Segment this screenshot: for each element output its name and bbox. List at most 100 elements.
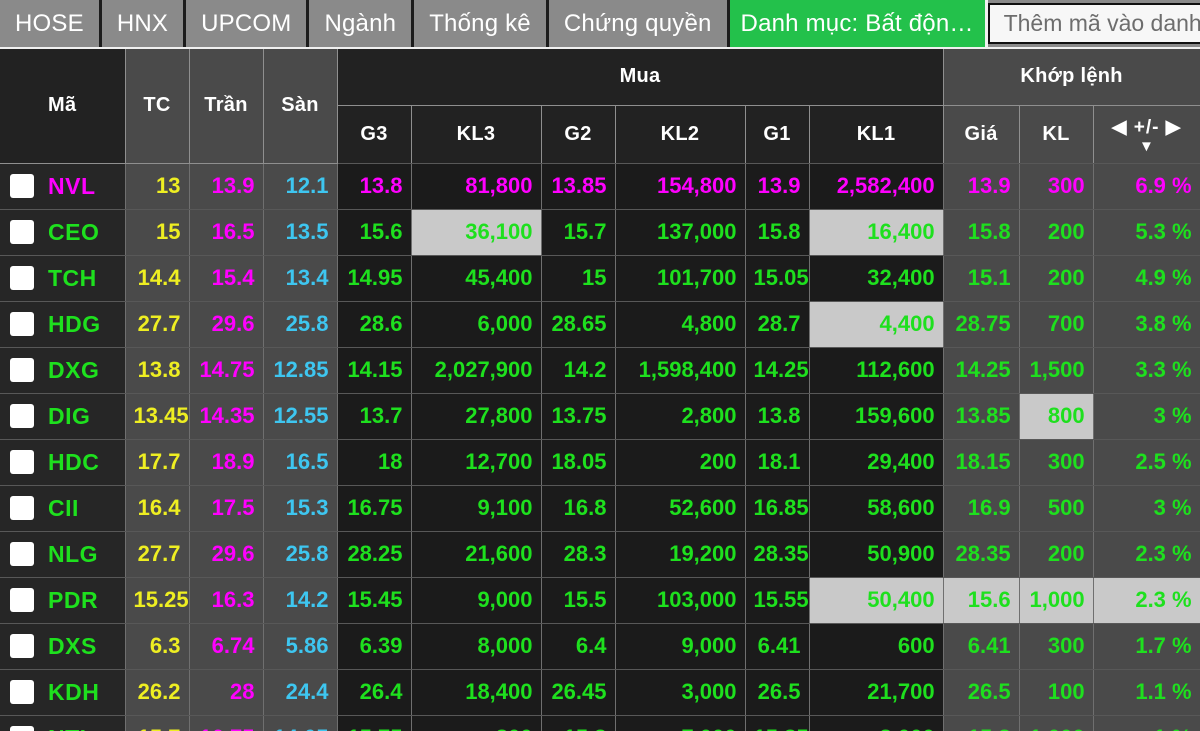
cell-kl3[interactable]: 800: [411, 715, 542, 731]
cell-san[interactable]: 25.8: [263, 301, 338, 348]
cell-kl3[interactable]: 9,000: [411, 577, 542, 624]
cell-san[interactable]: 13.4: [263, 255, 338, 302]
cell-g3[interactable]: 14.95: [337, 255, 412, 302]
cell-kl3[interactable]: 21,600: [411, 531, 542, 578]
cell-pct[interactable]: 3 %: [1093, 485, 1200, 532]
cell-gia[interactable]: 6.41: [943, 623, 1020, 670]
row-checkbox[interactable]: [10, 634, 34, 658]
cell-pct[interactable]: 3 %: [1093, 393, 1200, 440]
cell-kl2[interactable]: 137,000: [615, 209, 746, 256]
cell-san[interactable]: 25.8: [263, 531, 338, 578]
cell-gia[interactable]: 15.6: [943, 577, 1020, 624]
cell-g1[interactable]: 18.1: [745, 439, 810, 486]
tab-hnx[interactable]: HNX: [101, 0, 187, 47]
sort-descending-icon[interactable]: ▼: [1139, 137, 1155, 155]
tab-ng-nh[interactable]: Ngành: [309, 0, 415, 47]
cell-san[interactable]: 12.85: [263, 347, 338, 394]
cell-g3[interactable]: 15.45: [337, 577, 412, 624]
col-header-g1[interactable]: G1: [745, 105, 810, 164]
cell-gia[interactable]: 28.75: [943, 301, 1020, 348]
symbol-cell[interactable]: NTL: [0, 715, 126, 731]
cell-g3[interactable]: 28.6: [337, 301, 412, 348]
col-group-m-[interactable]: Mã: [0, 49, 126, 164]
cell-g1[interactable]: 15.8: [745, 209, 810, 256]
cell-kl2[interactable]: 52,600: [615, 485, 746, 532]
col-header-kl2[interactable]: KL2: [615, 105, 746, 164]
symbol-cell[interactable]: HDC: [0, 439, 126, 486]
cell-gia[interactable]: 18.15: [943, 439, 1020, 486]
cell-kl3[interactable]: 36,100: [411, 209, 542, 256]
cell-tc[interactable]: 15.25: [125, 577, 190, 624]
cell-kl1[interactable]: 50,400: [809, 577, 944, 624]
stock-board-scroll-area[interactable]: Mã TC Trần Sàn Mua Khớp lệnh G3 KL3 G2 KL2 G1 KL1 G…: [0, 49, 1200, 731]
cell-san[interactable]: 15.3: [263, 485, 338, 532]
cell-g2[interactable]: 15: [541, 255, 616, 302]
cell-tc[interactable]: 14.4: [125, 255, 190, 302]
cell-g1[interactable]: 28.35: [745, 531, 810, 578]
cell-kl1[interactable]: 58,600: [809, 485, 944, 532]
ticker-symbol[interactable]: NVL: [48, 172, 96, 199]
symbol-cell[interactable]: DXS: [0, 623, 126, 670]
add-ticker-input[interactable]: [987, 3, 1200, 44]
cell-kl1[interactable]: 4,400: [809, 301, 944, 348]
cell-kl3[interactable]: 27,800: [411, 393, 542, 440]
cell-tc[interactable]: 27.7: [125, 301, 190, 348]
cell-g2[interactable]: 14.2: [541, 347, 616, 394]
table-row[interactable]: PDR 15.25 16.3 14.2 15.45 9,000 15.5 103,000 15.…: [0, 577, 1200, 624]
table-row[interactable]: NLG 27.7 29.6 25.8 28.25 21,600 28.3 19,200 28.3…: [0, 531, 1200, 578]
cell-pct[interactable]: 5.3 %: [1093, 209, 1200, 256]
symbol-cell[interactable]: NLG: [0, 531, 126, 578]
cell-g2[interactable]: 18.05: [541, 439, 616, 486]
cell-g1[interactable]: 15.55: [745, 577, 810, 624]
cell-tc[interactable]: 27.7: [125, 531, 190, 578]
cell-kl[interactable]: 300: [1019, 163, 1094, 210]
cell-kl2[interactable]: 9,000: [615, 623, 746, 670]
row-checkbox[interactable]: [10, 358, 34, 382]
cell-g2[interactable]: 15.7: [541, 209, 616, 256]
cell-kl[interactable]: 100: [1019, 669, 1094, 716]
cell-g1[interactable]: 15.05: [745, 255, 810, 302]
cell-g3[interactable]: 28.25: [337, 531, 412, 578]
symbol-cell[interactable]: NVL: [0, 163, 126, 210]
table-row[interactable]: NVL 13 13.9 12.1 13.8 81,800 13.85 154,800 13.9 2…: [0, 163, 1200, 210]
ticker-symbol[interactable]: HDG: [48, 310, 101, 337]
cell-kl2[interactable]: 200: [615, 439, 746, 486]
cell-tc[interactable]: 13: [125, 163, 190, 210]
ticker-symbol[interactable]: TCH: [48, 264, 97, 291]
row-checkbox[interactable]: [10, 404, 34, 428]
cell-tc[interactable]: 6.3: [125, 623, 190, 670]
row-checkbox[interactable]: [10, 496, 34, 520]
table-row[interactable]: TCH 14.4 15.4 13.4 14.95 45,400 15 101,700 15.05…: [0, 255, 1200, 302]
cell-g3[interactable]: 18: [337, 439, 412, 486]
col-group-kh-p-l-nh[interactable]: Khớp lệnh: [943, 49, 1200, 106]
cell-san[interactable]: 12.55: [263, 393, 338, 440]
cell-g1[interactable]: 14.25: [745, 347, 810, 394]
cell-tc[interactable]: 16.4: [125, 485, 190, 532]
row-checkbox[interactable]: [10, 588, 34, 612]
cell-tc[interactable]: 13.45: [125, 393, 190, 440]
cell-tran[interactable]: 28: [189, 669, 264, 716]
cell-pct[interactable]: 4.9 %: [1093, 255, 1200, 302]
cell-kl2[interactable]: 7,000: [615, 715, 746, 731]
cell-g3[interactable]: 16.75: [337, 485, 412, 532]
cell-kl1[interactable]: 21,700: [809, 669, 944, 716]
cell-g2[interactable]: 28.3: [541, 531, 616, 578]
table-row[interactable]: NTL15.716.7514.0515.7580015.87,00015.858…: [0, 715, 1200, 731]
cell-kl2[interactable]: 2,800: [615, 393, 746, 440]
cell-pct[interactable]: 3.8 %: [1093, 301, 1200, 348]
cell-kl[interactable]: 300: [1019, 623, 1094, 670]
cell-san[interactable]: 12.1: [263, 163, 338, 210]
cell-g2[interactable]: 15.5: [541, 577, 616, 624]
row-checkbox[interactable]: [10, 174, 34, 198]
ticker-symbol[interactable]: CII: [48, 494, 79, 521]
row-checkbox[interactable]: [10, 450, 34, 474]
ticker-symbol[interactable]: HDC: [48, 448, 100, 475]
cell-tc[interactable]: 17.7: [125, 439, 190, 486]
col-group-tr-n[interactable]: Trần: [189, 49, 264, 164]
symbol-cell[interactable]: KDH: [0, 669, 126, 716]
cell-tran[interactable]: 16.5: [189, 209, 264, 256]
cell-kl1[interactable]: 50,900: [809, 531, 944, 578]
cell-kl1[interactable]: 29,400: [809, 439, 944, 486]
col-header-kl1[interactable]: KL1: [809, 105, 944, 164]
cell-kl2[interactable]: 103,000: [615, 577, 746, 624]
